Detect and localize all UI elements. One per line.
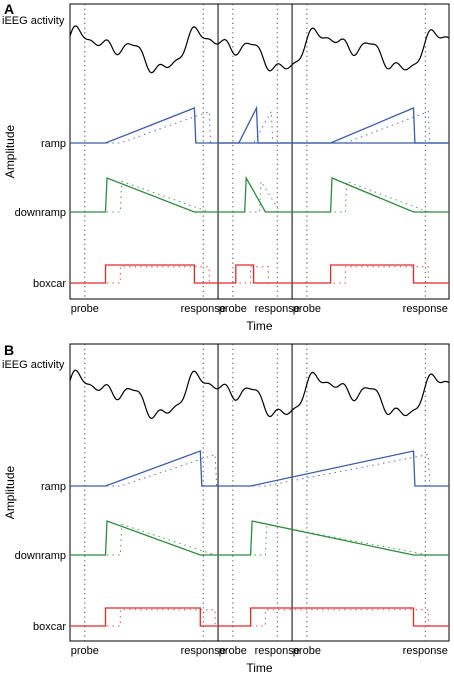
downramp-shifted-dotted-line	[84, 180, 233, 213]
boxcar-regressor-line	[70, 264, 449, 284]
downramp-regressor-line	[70, 520, 449, 556]
row-label: ramp	[41, 481, 66, 493]
row-label: boxcar	[33, 621, 66, 633]
x-axis-title: Time	[246, 319, 273, 333]
downramp-regressor-line	[218, 175, 293, 213]
x-tick-label: probe	[219, 645, 247, 657]
ramp-shifted-dotted-line	[306, 110, 449, 144]
x-tick-label: response	[403, 303, 448, 315]
x-tick-label: response	[181, 303, 226, 315]
plot-frame	[69, 3, 450, 300]
ramp-regressor-line	[70, 450, 449, 487]
row-label: iEEG activity	[2, 15, 65, 27]
downramp-shifted-dotted-line	[232, 179, 307, 213]
x-tick-label: response	[403, 645, 448, 657]
ramp-shifted-dotted-line	[84, 453, 449, 487]
x-tick-label: probe	[219, 303, 247, 315]
x-tick-label: probe	[293, 645, 321, 657]
x-axis-title: Time	[246, 661, 273, 675]
x-tick-label: probe	[71, 303, 99, 315]
boxcar-shifted-dotted-line	[84, 266, 449, 284]
boxcar-shifted-dotted-line	[84, 609, 449, 627]
row-label: boxcar	[33, 278, 66, 290]
row-label: iEEG activity	[2, 359, 65, 371]
ieeg-trace	[69, 25, 450, 74]
ramp-regressor-line	[218, 105, 293, 144]
panel-letter: B	[4, 342, 14, 358]
x-tick-label: response	[255, 645, 300, 657]
downramp-regressor-line	[292, 177, 449, 213]
x-tick-label: probe	[71, 645, 99, 657]
x-tick-label: response	[181, 645, 226, 657]
row-label: ramp	[41, 138, 66, 150]
ramp-regressor-line	[292, 107, 449, 144]
plot-frame	[69, 343, 450, 642]
y-axis-title: Amplitude	[3, 125, 17, 179]
ieeg-trace	[69, 369, 450, 420]
downramp-regressor-line	[70, 177, 218, 213]
x-tick-label: response	[255, 303, 300, 315]
panel-letter: A	[4, 1, 14, 17]
x-tick-label: probe	[293, 303, 321, 315]
ramp-shifted-dotted-line	[232, 109, 307, 144]
y-axis-title: Amplitude	[3, 466, 17, 520]
boxcar-regressor-line	[70, 607, 449, 627]
row-label: downramp	[15, 207, 66, 219]
row-label: downramp	[15, 550, 66, 562]
